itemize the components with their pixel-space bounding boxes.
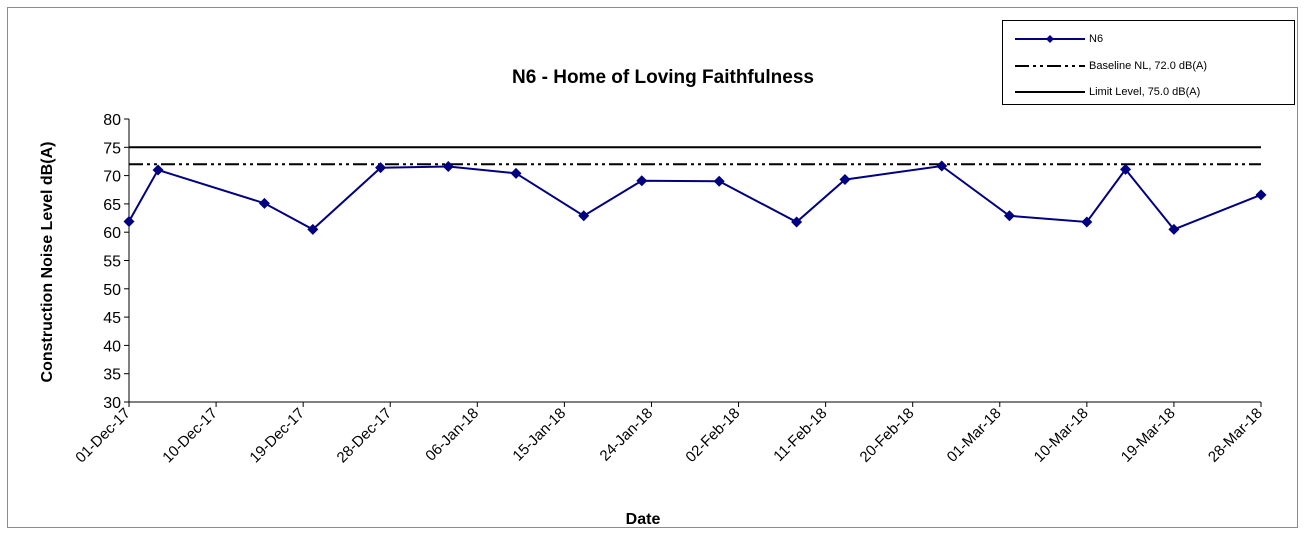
series-n6 — [123, 160, 1267, 235]
legend-swatch-limit — [1015, 91, 1085, 93]
x-tick-label: 01-Mar-18 — [944, 405, 1005, 466]
data-point — [375, 162, 387, 174]
x-tick-label: 06-Jan-18 — [422, 405, 482, 465]
y-tick-label: 30 — [103, 395, 121, 412]
x-tick-label: 19-Dec-17 — [246, 405, 308, 467]
y-tick-label: 55 — [103, 254, 121, 271]
data-point — [1255, 189, 1267, 201]
data-point — [636, 175, 648, 187]
diamond-marker-icon — [1046, 35, 1054, 43]
x-tick-label: 01-Dec-17 — [72, 405, 134, 467]
x-tick-label: 19-Mar-18 — [1118, 405, 1179, 466]
legend-item-baseline: Baseline NL, 72.0 dB(A) — [1003, 58, 1294, 78]
x-tick-label: 02-Feb-18 — [682, 405, 743, 466]
data-point — [791, 216, 803, 228]
x-tick-label: 28-Dec-17 — [334, 405, 396, 467]
x-tick-label: 15-Jan-18 — [509, 405, 569, 465]
x-tick-label: 20-Feb-18 — [857, 405, 918, 466]
reference-lines — [129, 146, 1261, 166]
data-point — [258, 197, 270, 209]
data-point — [1081, 216, 1093, 228]
legend: N6 Baseline NL, 72.0 dB(A) Limit Level, … — [1002, 20, 1295, 105]
legend-swatch-n6 — [1015, 35, 1085, 43]
y-axis-label: Construction Noise Level dB(A) — [39, 142, 56, 383]
y-tick-label: 75 — [103, 140, 121, 157]
data-point — [152, 164, 164, 176]
data-point — [1168, 223, 1180, 235]
y-tick-label: 80 — [103, 112, 121, 129]
data-point — [713, 175, 725, 187]
data-point — [510, 167, 522, 179]
series-line-n6 — [128, 164, 1262, 231]
x-tick-label: 28-Mar-18 — [1205, 405, 1266, 466]
chart-title: N6 - Home of Loving Faithfulness — [512, 67, 814, 88]
x-tick-label: 10-Dec-17 — [159, 405, 221, 467]
y-tick-label: 35 — [103, 367, 121, 384]
y-tick-label: 40 — [103, 338, 121, 355]
legend-swatch-baseline — [1015, 65, 1085, 67]
y-tick-label: 65 — [103, 197, 121, 214]
y-tick-label: 70 — [103, 169, 121, 186]
x-tick-label: 11-Feb-18 — [770, 405, 830, 465]
data-point — [123, 215, 135, 227]
data-point — [578, 210, 590, 222]
data-point — [442, 161, 454, 173]
legend-item-limit: Limit Level, 75.0 dB(A) — [1003, 84, 1294, 104]
data-point — [936, 160, 948, 172]
legend-item-n6: N6 — [1003, 31, 1294, 51]
x-tick-label: 10-Mar-18 — [1031, 405, 1092, 466]
data-point — [307, 223, 319, 235]
y-tick-label: 45 — [103, 310, 121, 327]
legend-label-n6: N6 — [1089, 33, 1104, 45]
y-tick-label: 60 — [103, 225, 121, 242]
x-axis-label: Date — [626, 511, 661, 528]
legend-label-baseline: Baseline NL, 72.0 dB(A) — [1089, 60, 1208, 72]
x-tick-label: 24-Jan-18 — [597, 405, 657, 465]
data-point — [1120, 163, 1132, 175]
y-tick-label: 50 — [103, 282, 121, 299]
data-point — [1003, 210, 1015, 222]
legend-label-limit: Limit Level, 75.0 dB(A) — [1089, 86, 1201, 98]
data-point — [839, 174, 851, 186]
